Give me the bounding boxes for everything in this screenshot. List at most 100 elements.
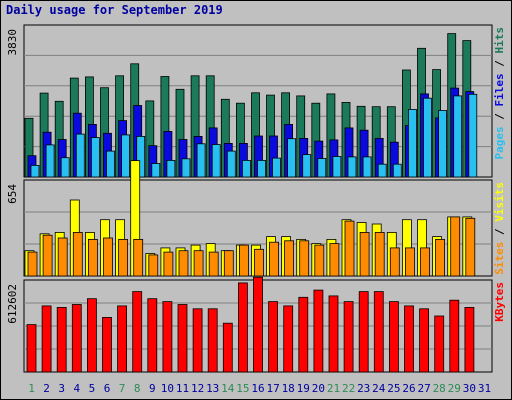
bar-kbytes-day-2: [41, 305, 52, 373]
bar-sites-day-26: [404, 247, 415, 277]
bar-sites-day-1: [27, 251, 38, 277]
bar-kbytes-day-30: [464, 306, 475, 373]
y-axis-label-separator: /: [493, 222, 506, 242]
bar-kbytes-day-3: [56, 306, 67, 373]
bar-pages-day-2: [45, 144, 55, 178]
bar-sites-day-25: [389, 247, 400, 277]
bar-pages-day-12: [196, 143, 206, 178]
bar-kbytes-day-22: [343, 301, 354, 373]
x-tick-label-day-6: 6: [104, 382, 111, 395]
bar-sites-day-10: [163, 251, 174, 277]
y-axis-label-kbytes: KBytes: [493, 282, 506, 322]
x-tick-label-day-3: 3: [58, 382, 65, 395]
x-tick-label-day-12: 12: [191, 382, 204, 395]
x-tick-label-day-5: 5: [89, 382, 96, 395]
bar-sites-day-30: [465, 217, 476, 277]
bar-pages-day-8: [136, 135, 146, 178]
x-tick-label-day-8: 8: [134, 382, 141, 395]
bar-pages-day-19: [302, 154, 312, 178]
bar-sites-day-20: [314, 244, 325, 277]
bar-sites-day-22: [344, 220, 355, 277]
bar-kbytes-day-6: [102, 316, 112, 373]
bar-sites-day-16: [254, 248, 264, 277]
bar-sites-day-6: [103, 237, 113, 277]
bar-kbytes-day-21: [328, 295, 339, 373]
bar-kbytes-day-27: [419, 308, 430, 373]
x-tick-label-day-27: 27: [417, 382, 430, 395]
bar-pages-day-16: [257, 159, 266, 178]
x-tick-label-day-21: 21: [327, 382, 340, 395]
bar-sites-day-2: [42, 234, 53, 277]
bar-pages-day-10: [166, 159, 176, 178]
x-tick-label-day-9: 9: [149, 382, 156, 395]
bar-sites-day-7: [118, 238, 128, 277]
bar-pages-day-14: [226, 150, 236, 178]
y-max-label: 3830: [6, 29, 19, 56]
bar-pages-day-30: [468, 93, 478, 178]
x-tick-label-day-13: 13: [206, 382, 219, 395]
bar-pages-day-26: [407, 109, 417, 178]
bar-kbytes-day-1: [26, 324, 37, 373]
bar-pages-day-5: [91, 137, 100, 178]
y-axis-label-sites: Sites: [493, 242, 506, 275]
bar-pages-day-20: [317, 158, 327, 178]
bar-kbytes-day-14: [222, 322, 233, 373]
bar-kbytes-day-17: [268, 301, 279, 373]
bar-pages-day-11: [181, 158, 191, 178]
bar-sites-day-4: [72, 231, 83, 277]
bar-pages-day-23: [362, 156, 372, 178]
bar-pages-day-25: [392, 163, 402, 178]
x-tick-label-day-29: 29: [448, 382, 461, 395]
bar-kbytes-day-28: [434, 315, 445, 373]
bar-pages-day-29: [453, 95, 463, 178]
bar-sites-day-28: [435, 238, 446, 277]
bar-kbytes-day-18: [283, 305, 294, 373]
bar-sites-day-29: [450, 216, 461, 277]
y-axis-label-visits: Visits: [493, 182, 506, 222]
bar-sites-day-11: [178, 250, 189, 277]
y-axis-label-pages: Pages: [493, 126, 506, 159]
bar-sites-day-27: [420, 247, 430, 277]
x-tick-label-day-4: 4: [73, 382, 80, 395]
bar-kbytes-day-7: [117, 305, 127, 373]
bar-sites-day-24: [374, 231, 385, 277]
y-axis-label: Pages / Files / Hits: [493, 27, 506, 160]
bar-sites-day-14: [223, 250, 234, 277]
bar-sites-day-3: [57, 237, 68, 277]
x-tick-label-day-15: 15: [236, 382, 249, 395]
x-tick-label-day-20: 20: [312, 382, 325, 395]
y-max-label: 654: [6, 184, 19, 204]
y-axis-label: Sites / Visits: [493, 182, 506, 275]
x-tick-label-day-17: 17: [266, 382, 279, 395]
x-tick-label-day-28: 28: [433, 382, 446, 395]
x-tick-label-day-14: 14: [221, 382, 235, 395]
bar-kbytes-day-23: [358, 291, 369, 373]
bar-pages-day-17: [272, 157, 281, 178]
bar-kbytes-day-13: [207, 308, 218, 373]
x-tick-label-day-2: 2: [43, 382, 50, 395]
y-axis-label-hits: Hits: [493, 27, 506, 54]
bar-pages-day-7: [121, 134, 130, 178]
bar-sites-day-5: [88, 238, 98, 277]
bar-sites-day-8: [133, 238, 144, 277]
bar-kbytes-day-25: [388, 301, 399, 373]
bar-sites-day-19: [299, 240, 310, 277]
x-tick-label-day-10: 10: [161, 382, 174, 395]
x-tick-label-day-18: 18: [282, 382, 295, 395]
bar-kbytes-day-24: [373, 291, 384, 373]
bar-kbytes-day-8: [132, 291, 143, 373]
bar-kbytes-day-4: [71, 304, 82, 373]
y-max-label: 612602: [6, 284, 19, 324]
x-tick-label-day-7: 7: [119, 382, 126, 395]
bar-sites-day-9: [148, 254, 159, 277]
bar-sites-day-13: [208, 251, 219, 277]
x-tick-label-day-31: 31: [478, 382, 491, 395]
bar-kbytes-day-5: [87, 298, 97, 373]
bar-pages-day-18: [287, 138, 297, 178]
bar-kbytes-day-20: [313, 289, 324, 373]
y-axis-label-separator: /: [493, 107, 506, 127]
bar-kbytes-day-9: [147, 298, 158, 373]
bar-sites-day-21: [329, 243, 340, 277]
bar-pages-day-15: [241, 159, 251, 178]
x-tick-label-day-16: 16: [251, 382, 264, 395]
